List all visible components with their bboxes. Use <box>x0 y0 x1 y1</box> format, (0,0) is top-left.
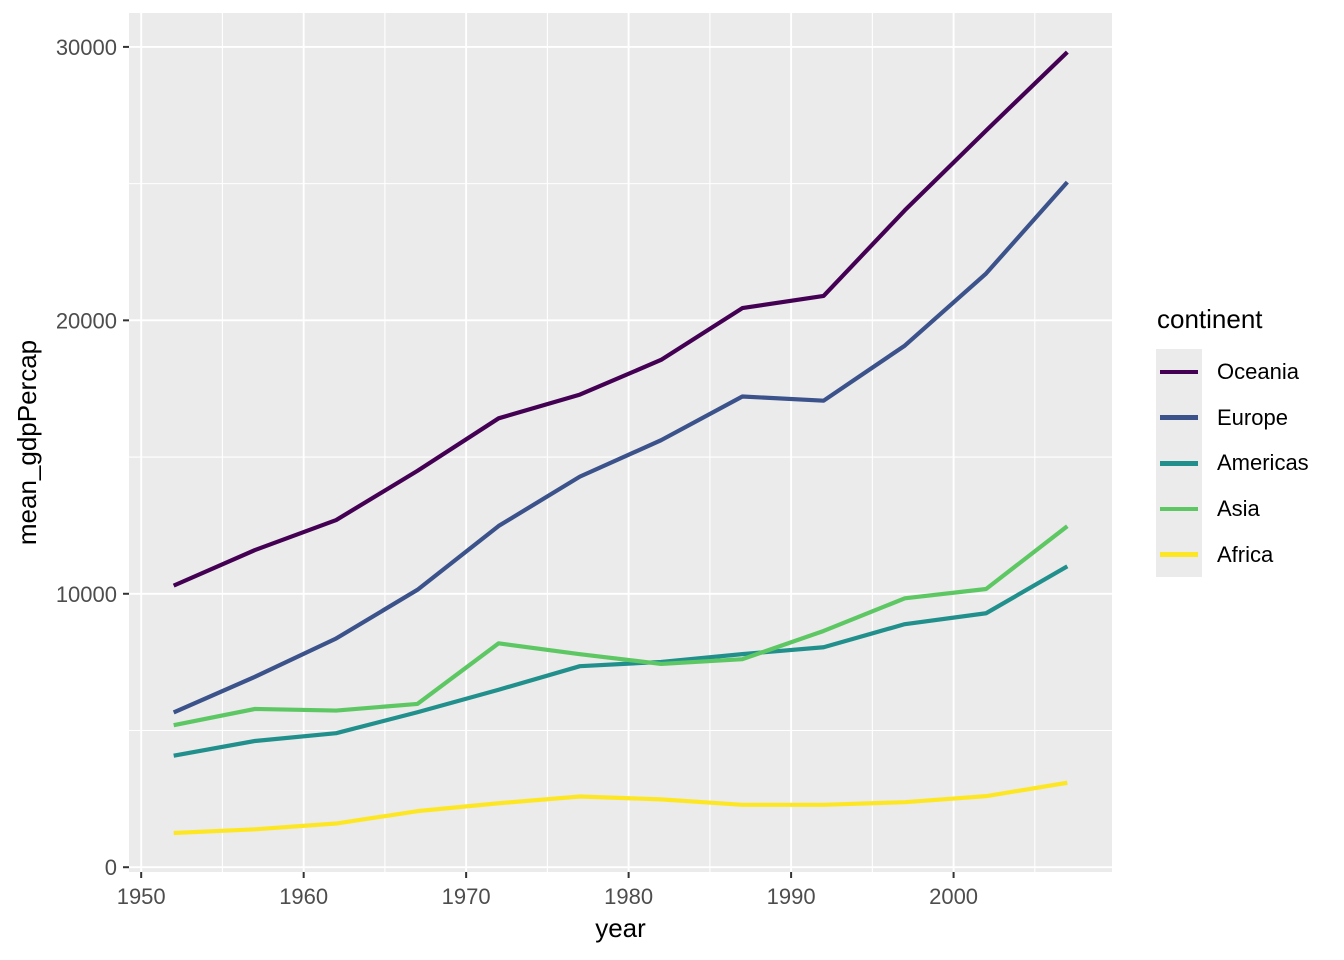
legend-entry-asia: Asia <box>1156 486 1342 532</box>
x-tick-label: 1980 <box>604 884 653 909</box>
legend-key-line-icon <box>1160 460 1198 466</box>
legend-entry-africa: Africa <box>1156 531 1342 578</box>
legend-label: Africa <box>1217 541 1274 567</box>
legend-key-line-icon <box>1160 506 1198 512</box>
series-line-africa <box>173 780 1068 836</box>
x-tick-label: 1950 <box>117 884 166 909</box>
legend-entry-oceania: Oceania <box>1156 349 1342 395</box>
y-tick-label: 30000 <box>56 35 117 60</box>
y-axis-title: mean_gdpPercap <box>12 340 42 545</box>
legend-key <box>1156 531 1202 578</box>
legend-entry-americas: Americas <box>1156 440 1342 487</box>
x-axis-title: year <box>595 913 646 943</box>
legend-key-line-icon <box>1160 369 1198 375</box>
y-tick-label: 20000 <box>56 308 117 333</box>
legend-key <box>1156 394 1202 441</box>
series-line-asia <box>173 524 1069 728</box>
x-tick-label: 2000 <box>929 884 978 909</box>
panel-background <box>129 13 1112 872</box>
legend-label: Oceania <box>1217 358 1299 384</box>
legend-key <box>1156 440 1202 487</box>
legend-key-line-icon <box>1160 415 1198 420</box>
legend-label: Europe <box>1217 404 1288 430</box>
legend-label: Americas <box>1217 450 1309 476</box>
y-tick-label: 10000 <box>56 582 117 607</box>
legend-entry-europe: Europe <box>1156 394 1342 441</box>
legend: continent Oceania Europe Americas Asia Afric… <box>1156 304 1342 578</box>
series-line-oceania <box>172 50 1069 588</box>
y-tick-label: 0 <box>105 855 117 880</box>
legend-key <box>1156 486 1202 532</box>
series-line-americas <box>173 564 1069 758</box>
legend-label: Asia <box>1217 495 1260 521</box>
x-tick-label: 1970 <box>442 884 491 909</box>
x-tick-label: 1990 <box>767 884 816 909</box>
x-tick-label: 1960 <box>279 884 328 909</box>
legend-title: continent <box>1157 304 1263 334</box>
legend-key <box>1156 349 1202 395</box>
legend-entries: Oceania Europe Americas Asia Africa <box>1156 349 1342 578</box>
series-line-europe <box>172 180 1069 715</box>
legend-key-line-icon <box>1160 552 1198 557</box>
